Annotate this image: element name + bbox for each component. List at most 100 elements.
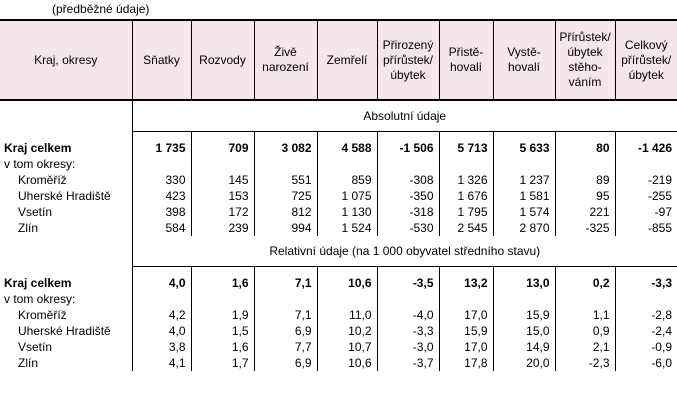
value-cell: -530 bbox=[376, 220, 439, 236]
empty-cell bbox=[554, 156, 615, 172]
empty-cell bbox=[190, 156, 254, 172]
value-cell: 1 676 bbox=[438, 188, 493, 204]
district-label: Zlín bbox=[18, 356, 39, 370]
header-row: Kraj, okresy Sňatky Rozvody Živě narozen… bbox=[0, 19, 677, 101]
value-cell: 145 bbox=[190, 172, 254, 188]
districts-sublabel: v tom okresy: bbox=[4, 292, 76, 306]
value-cell: -3,3 bbox=[376, 323, 439, 339]
blank-cell bbox=[0, 100, 132, 132]
header-deaths: Zemřelí bbox=[316, 19, 377, 101]
district-row: Uherské Hradiště 423 153 725 1 075 -350 1 676 1… bbox=[0, 188, 677, 204]
value-cell: -2,4 bbox=[614, 323, 677, 339]
value-cell: 10,2 bbox=[316, 323, 377, 339]
value-cell: -219 bbox=[614, 172, 677, 188]
value-cell: 859 bbox=[316, 172, 377, 188]
value-cell: 398 bbox=[131, 204, 191, 220]
value-cell: 172 bbox=[190, 204, 254, 220]
value-cell: 7,1 bbox=[253, 266, 317, 291]
value-cell: 10,7 bbox=[316, 339, 377, 355]
value-cell: 5 713 bbox=[438, 131, 493, 156]
value-cell: 812 bbox=[253, 204, 317, 220]
district-label: Kroměříž bbox=[18, 173, 67, 187]
empty-cell bbox=[614, 291, 677, 307]
value-cell: 80 bbox=[554, 131, 615, 156]
value-cell: 15,9 bbox=[492, 307, 555, 323]
value-cell: 0,2 bbox=[554, 266, 615, 291]
district-label: Uherské Hradiště bbox=[18, 189, 111, 203]
district-row: Kroměříž 4,2 1,9 7,1 11,0 -4,0 17,0 15,9 1,1 -2,8 bbox=[0, 307, 677, 323]
district-label: Vsetín bbox=[18, 340, 53, 354]
value-cell: 7,1 bbox=[253, 307, 317, 323]
value-cell: 95 bbox=[554, 188, 615, 204]
row-label: Kraj celkem bbox=[4, 275, 72, 290]
value-cell: 4 588 bbox=[316, 131, 377, 156]
sublabel-row: v tom okresy: bbox=[0, 156, 677, 172]
value-cell: -308 bbox=[376, 172, 439, 188]
value-cell: 3,8 bbox=[131, 339, 191, 355]
value-cell: 17,0 bbox=[438, 339, 493, 355]
value-cell: 1 237 bbox=[492, 172, 555, 188]
value-cell: 423 bbox=[131, 188, 191, 204]
value-cell: -1 506 bbox=[376, 131, 439, 156]
district-row: Kroměříž 330 145 551 859 -308 1 326 1 237 89 -219 bbox=[0, 172, 677, 188]
district-label: Kroměříž bbox=[18, 308, 67, 322]
value-cell: -97 bbox=[614, 204, 677, 220]
empty-cell bbox=[376, 291, 439, 307]
value-cell: 584 bbox=[131, 220, 191, 236]
demographics-table: Kraj, okresy Sňatky Rozvody Živě narozen… bbox=[0, 19, 677, 371]
header-total-increase: Celkový přírůstek/ úbytek bbox=[614, 19, 677, 101]
section-header-row: Absolutní údaje bbox=[0, 100, 677, 132]
value-cell: -325 bbox=[554, 220, 615, 236]
value-cell: 17,8 bbox=[438, 355, 493, 371]
value-cell: 89 bbox=[554, 172, 615, 188]
value-cell: 1,6 bbox=[190, 266, 254, 291]
district-row: Uherské Hradiště 4,0 1,5 6,9 10,2 -3,3 15,9 15,… bbox=[0, 323, 677, 339]
empty-cell bbox=[492, 156, 555, 172]
value-cell: 14,9 bbox=[492, 339, 555, 355]
value-cell: 239 bbox=[190, 220, 254, 236]
value-cell: 551 bbox=[253, 172, 317, 188]
row-label: Kraj celkem bbox=[4, 140, 72, 155]
preliminary-data-note: (předběžné údaje) bbox=[52, 2, 150, 16]
value-cell: 13,2 bbox=[438, 266, 493, 291]
value-cell: 5 633 bbox=[492, 131, 555, 156]
value-cell: 15,9 bbox=[438, 323, 493, 339]
value-cell: 4,2 bbox=[131, 307, 191, 323]
value-cell: 1 326 bbox=[438, 172, 493, 188]
value-cell: 17,0 bbox=[438, 307, 493, 323]
value-cell: -1 426 bbox=[614, 131, 677, 156]
value-cell: 709 bbox=[190, 131, 254, 156]
value-cell: 13,0 bbox=[492, 266, 555, 291]
value-cell: 153 bbox=[190, 188, 254, 204]
value-cell: -4,0 bbox=[376, 307, 439, 323]
value-cell: 6,9 bbox=[253, 355, 317, 371]
value-cell: 1 735 bbox=[131, 131, 191, 156]
value-cell: 1,1 bbox=[554, 307, 615, 323]
value-cell: -318 bbox=[376, 204, 439, 220]
district-label: Vsetín bbox=[18, 205, 53, 219]
value-cell: 3 082 bbox=[253, 131, 317, 156]
value-cell: 2 870 bbox=[492, 220, 555, 236]
empty-cell bbox=[492, 291, 555, 307]
value-cell: 6,9 bbox=[253, 323, 317, 339]
value-cell: 10,6 bbox=[316, 266, 377, 291]
value-cell: 15,0 bbox=[492, 323, 555, 339]
header-migration-increase: Přírůstek/ úbytek stěho-váním bbox=[554, 19, 615, 101]
empty-cell bbox=[438, 156, 493, 172]
value-cell: 2,1 bbox=[554, 339, 615, 355]
value-cell: 2 545 bbox=[438, 220, 493, 236]
districts-sublabel: v tom okresy: bbox=[4, 157, 76, 171]
value-cell: -0,9 bbox=[614, 339, 677, 355]
value-cell: 994 bbox=[253, 220, 317, 236]
value-cell: 4,0 bbox=[131, 266, 191, 291]
value-cell: 7,7 bbox=[253, 339, 317, 355]
value-cell: 1 795 bbox=[438, 204, 493, 220]
header-emigrants: Vystě-hovalí bbox=[492, 19, 555, 101]
total-row: Kraj celkem 4,0 1,6 7,1 10,6 -3,5 13,2 13,0 0,2-… bbox=[0, 266, 677, 291]
value-cell: -3,0 bbox=[376, 339, 439, 355]
value-cell: -3,3 bbox=[614, 266, 677, 291]
value-cell: 1 524 bbox=[316, 220, 377, 236]
value-cell: -3,5 bbox=[376, 266, 439, 291]
value-cell: 4,1 bbox=[131, 355, 191, 371]
value-cell: 725 bbox=[253, 188, 317, 204]
